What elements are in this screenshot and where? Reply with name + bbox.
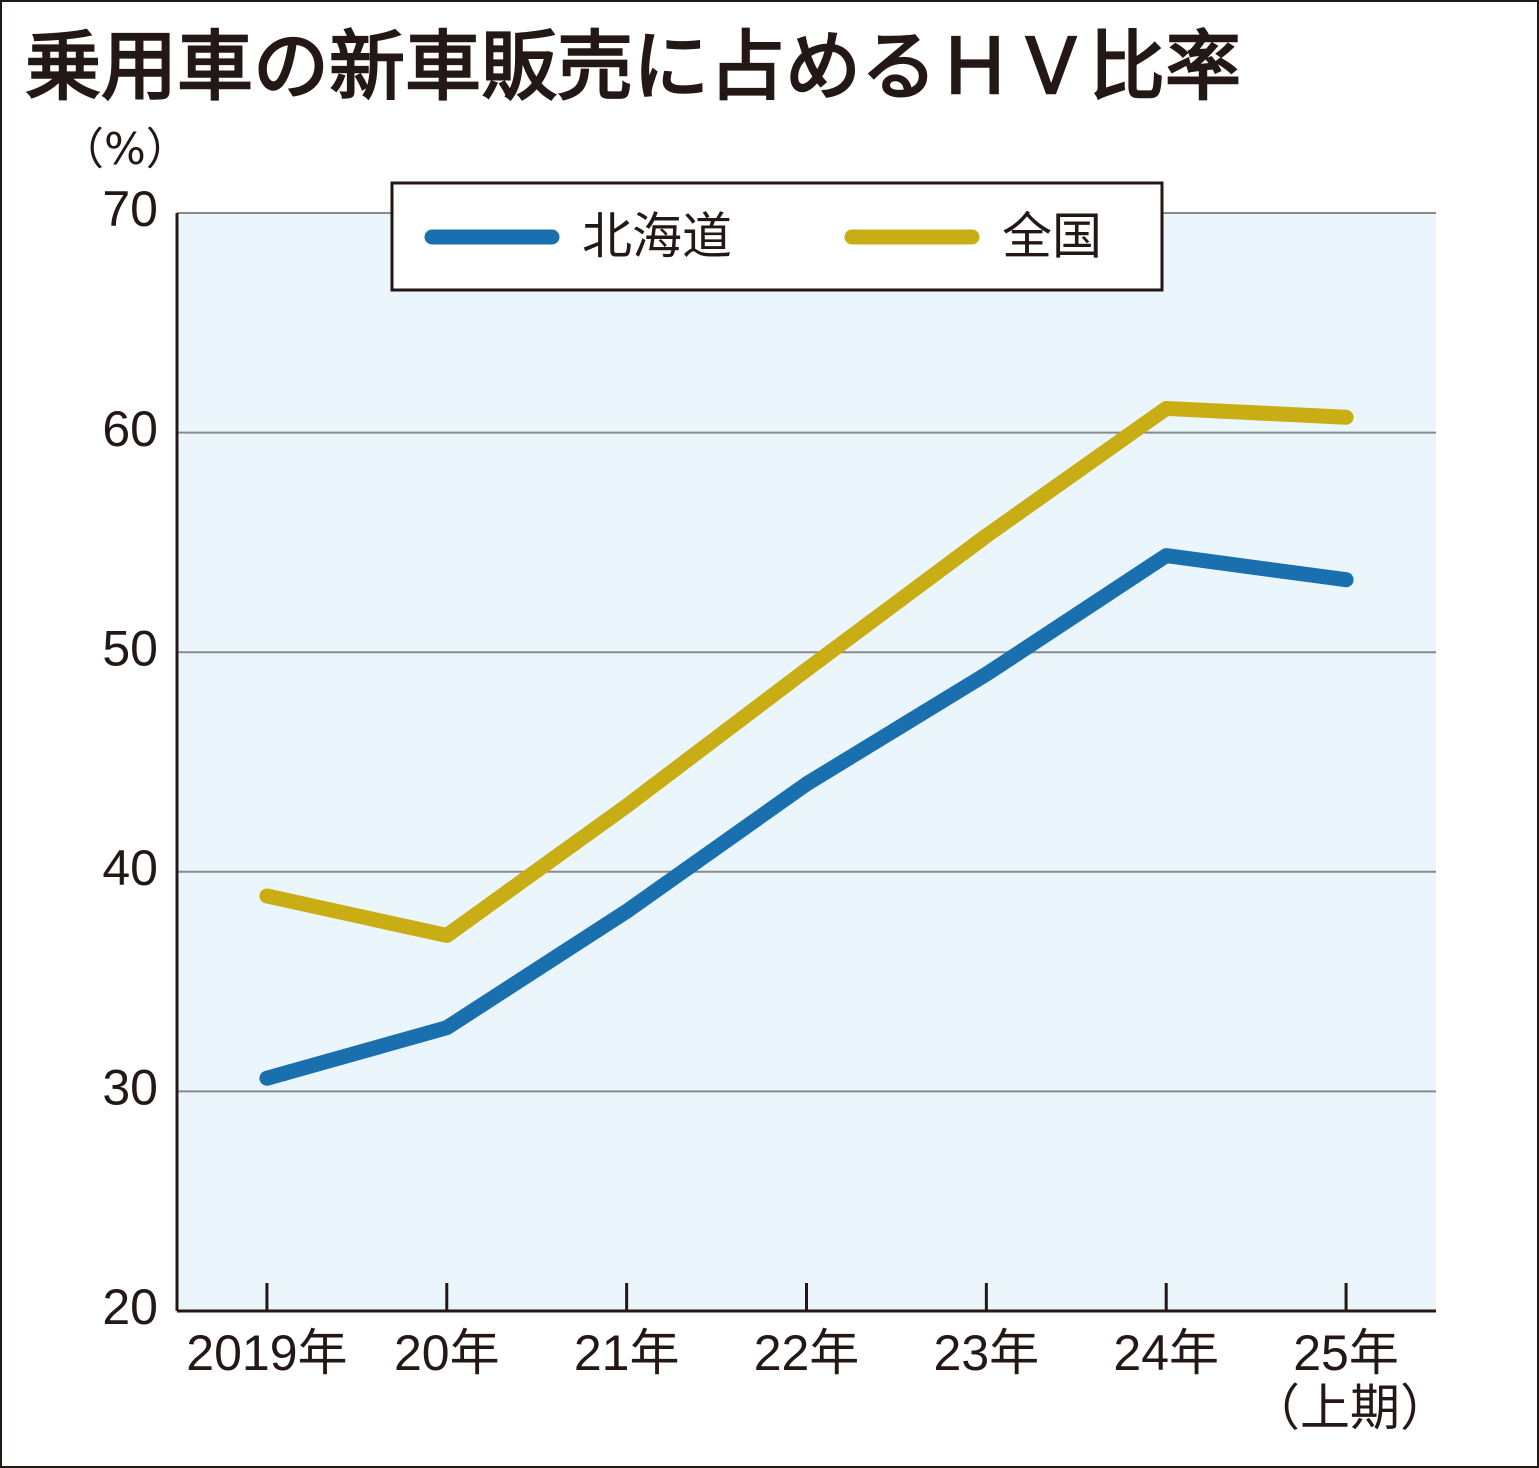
y-tick-label: 50 [102, 620, 158, 676]
legend-label: 全国 [1002, 208, 1102, 266]
chart-title: 乗用車の新車販売に占めるＨＶ比率 [25, 22, 1241, 111]
series-line [259, 400, 1354, 943]
x-note: （上期） [1250, 1380, 1450, 1436]
x-tick-label: 2019年 [186, 1325, 347, 1381]
y-tick-label: 30 [102, 1060, 158, 1116]
plot-area [177, 213, 1436, 1311]
x-tick-label: 22年 [754, 1325, 860, 1381]
y-tick-label: 60 [102, 401, 158, 457]
x-tick-label: 23年 [934, 1325, 1040, 1381]
y-tick-label: 20 [102, 1279, 158, 1335]
y-unit: （%） [60, 124, 190, 175]
x-tick-label: 24年 [1113, 1325, 1219, 1381]
y-tick-label: 70 [102, 181, 158, 237]
series-line [259, 548, 1354, 1086]
x-tick-label: 25年 [1293, 1325, 1399, 1381]
legend-label: 北海道 [582, 208, 732, 266]
x-tick-label: 20年 [394, 1325, 500, 1381]
x-tick-label: 21年 [574, 1325, 680, 1381]
y-tick-label: 40 [102, 840, 158, 896]
